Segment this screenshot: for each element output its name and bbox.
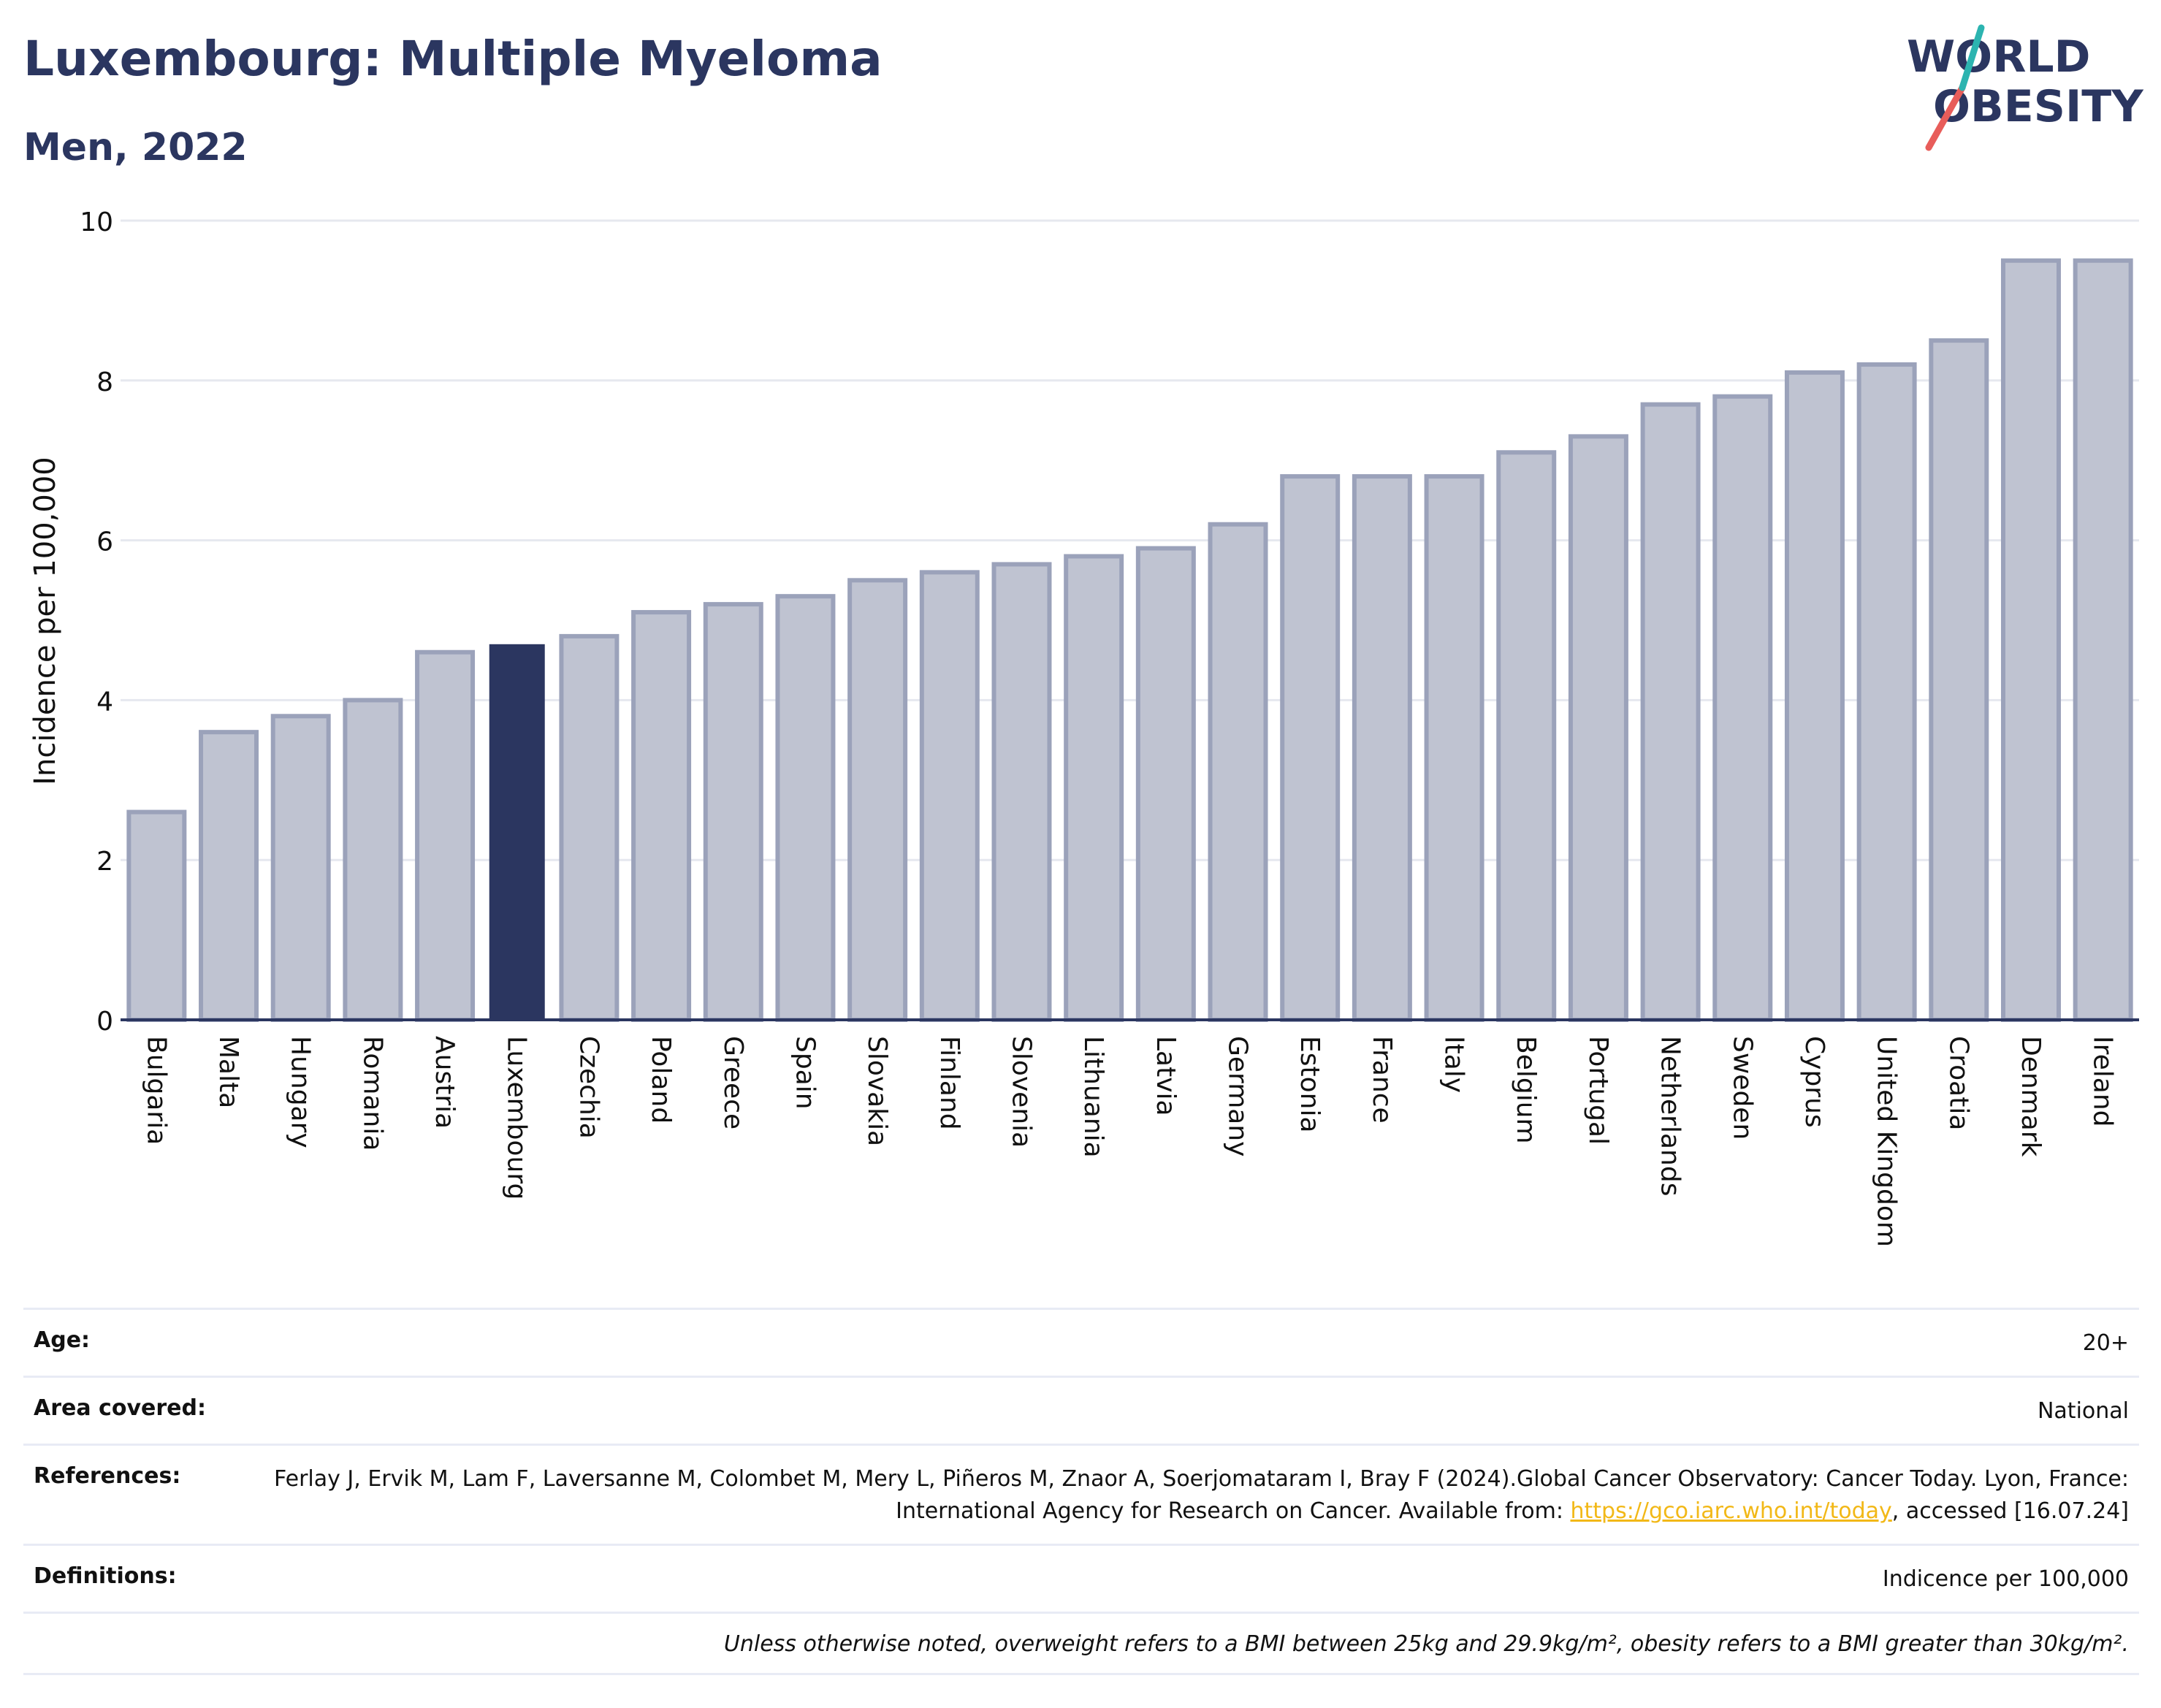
bar-france: [1352, 474, 1412, 1022]
bars-layer: [126, 258, 2133, 1023]
logo-slash-red: [1925, 84, 1966, 151]
page-title: Luxembourg: Multiple Myeloma: [23, 31, 883, 87]
x-tick-label: Lithuania: [1078, 1036, 1108, 1158]
x-tick-label: Austria: [430, 1036, 460, 1129]
bmi-note: Unless otherwise noted, overweight refer…: [723, 1631, 2129, 1657]
x-tick-label: Germany: [1223, 1036, 1253, 1156]
y-tick-label: 10: [80, 207, 113, 237]
definitions-value: Indicence per 100,000: [1882, 1566, 2129, 1592]
references-link[interactable]: https://gco.iarc.who.int/today: [1570, 1498, 1892, 1524]
metadata-table: Age: 20+ Area covered: National Referenc…: [23, 1308, 2139, 1675]
x-tick-label: Hungary: [286, 1036, 316, 1148]
x-tick-label: France: [1367, 1036, 1397, 1124]
bar-slovenia: [991, 562, 1052, 1022]
x-tick-label: Spain: [790, 1036, 820, 1110]
bar-bulgaria: [126, 809, 187, 1023]
meta-row-note: Unless otherwise noted, overweight refer…: [23, 1612, 2139, 1675]
bar-ireland: [2073, 258, 2133, 1023]
x-tick-label: Finland: [934, 1036, 964, 1130]
x-tick-label: Denmark: [2016, 1036, 2046, 1157]
bar-portugal: [1568, 434, 1628, 1022]
x-tick-label: Ireland: [2088, 1036, 2118, 1127]
bar-belgium: [1496, 450, 1557, 1022]
bar-chart: 0 2 4 6 8 10 Bulgaria Malta Hungary Romania Austri…: [28, 207, 2139, 1247]
y-tick-label: 2: [96, 847, 113, 877]
age-value: 20+: [2082, 1330, 2129, 1356]
x-tick-label: Portugal: [1583, 1036, 1613, 1145]
x-tick-label: Slovakia: [862, 1036, 892, 1146]
x-tick-label: Sweden: [1727, 1036, 1757, 1140]
references-text: Ferlay J, Ervik M, Lam F, Laversanne M, …: [259, 1463, 2129, 1528]
bar-austria: [415, 649, 476, 1022]
bar-italy: [1424, 474, 1485, 1022]
x-tick-label: Estonia: [1295, 1036, 1325, 1133]
x-tick-label: Bulgaria: [141, 1036, 171, 1145]
logo-line-2: OBESITY: [1933, 81, 2144, 132]
logo-slash-teal: [1959, 24, 1985, 91]
references-label: References:: [34, 1463, 181, 1489]
meta-row-age: Age: 20+: [23, 1308, 2139, 1376]
x-tick-label: Cyprus: [1799, 1036, 1829, 1128]
meta-row-area: Area covered: National: [23, 1376, 2139, 1444]
y-tick-label: 8: [96, 367, 113, 397]
x-tick-label: Malta: [213, 1036, 243, 1108]
bar-latvia: [1135, 546, 1196, 1022]
x-tick-label: Romania: [357, 1036, 387, 1151]
y-tick-label: 0: [96, 1007, 113, 1037]
x-tick-label: Poland: [646, 1036, 676, 1124]
x-tick-label: Luxembourg: [502, 1036, 532, 1200]
y-axis-label: Incidence per 100,000: [28, 457, 62, 785]
bar-hungary: [270, 714, 331, 1023]
x-tick-label: Belgium: [1511, 1036, 1541, 1144]
age-label: Age:: [34, 1327, 91, 1353]
bar-germany: [1208, 522, 1268, 1022]
meta-row-definitions: Definitions: Indicence per 100,000: [23, 1544, 2139, 1612]
references-text-part-2: , accessed [16.07.24]: [1891, 1498, 2129, 1524]
logo-line-1: WORLD: [1907, 31, 2090, 83]
x-tick-label: Netherlands: [1655, 1036, 1685, 1196]
axis-layer: 0 2 4 6 8 10 Bulgaria Malta Hungary Romania Austri…: [80, 207, 2139, 1247]
bar-spain: [775, 594, 836, 1022]
world-obesity-logo: WORLD OBESITY: [1907, 24, 2144, 151]
bar-slovakia: [847, 578, 908, 1022]
bar-czechia: [559, 633, 620, 1022]
bar-malta: [199, 730, 259, 1022]
bar-estonia: [1280, 474, 1341, 1022]
bar-cyprus: [1784, 370, 1845, 1022]
bar-romania: [343, 698, 403, 1023]
bar-luxembourg: [489, 644, 545, 1020]
x-tick-label: Czechia: [573, 1036, 603, 1139]
x-tick-label: Latvia: [1151, 1036, 1181, 1116]
x-tick-label: United Kingdom: [1872, 1036, 1902, 1247]
y-tick-label: 4: [96, 687, 113, 717]
x-tick-label: Greece: [718, 1036, 748, 1129]
references-text-part-1: Ferlay J, Ervik M, Lam F, Laversanne M, …: [274, 1466, 2129, 1524]
area-label: Area covered:: [34, 1395, 206, 1421]
definitions-label: Definitions:: [34, 1563, 177, 1589]
meta-row-references: References: Ferlay J, Ervik M, Lam F, La…: [23, 1444, 2139, 1544]
bar-finland: [919, 570, 980, 1022]
bar-united-kingdom: [1856, 362, 1917, 1023]
bar-netherlands: [1640, 402, 1701, 1022]
page-subtitle: Men, 2022: [23, 126, 248, 169]
bar-poland: [631, 610, 692, 1022]
bar-greece: [703, 602, 763, 1022]
x-tick-label: Croatia: [1943, 1036, 1973, 1130]
x-tick-label: Slovenia: [1006, 1036, 1036, 1148]
bar-denmark: [2000, 258, 2061, 1023]
x-tick-label: Italy: [1439, 1036, 1469, 1093]
bar-lithuania: [1064, 554, 1124, 1022]
area-value: National: [2037, 1398, 2129, 1424]
y-tick-label: 6: [96, 527, 113, 557]
bar-sweden: [1712, 394, 1773, 1022]
bar-croatia: [1929, 338, 1989, 1023]
